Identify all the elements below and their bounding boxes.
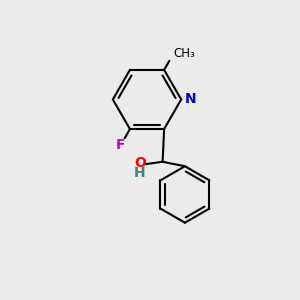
Text: O: O xyxy=(134,156,146,170)
Text: N: N xyxy=(185,92,197,106)
Text: CH₃: CH₃ xyxy=(174,46,196,60)
Text: F: F xyxy=(116,138,125,152)
Text: H: H xyxy=(134,166,146,180)
